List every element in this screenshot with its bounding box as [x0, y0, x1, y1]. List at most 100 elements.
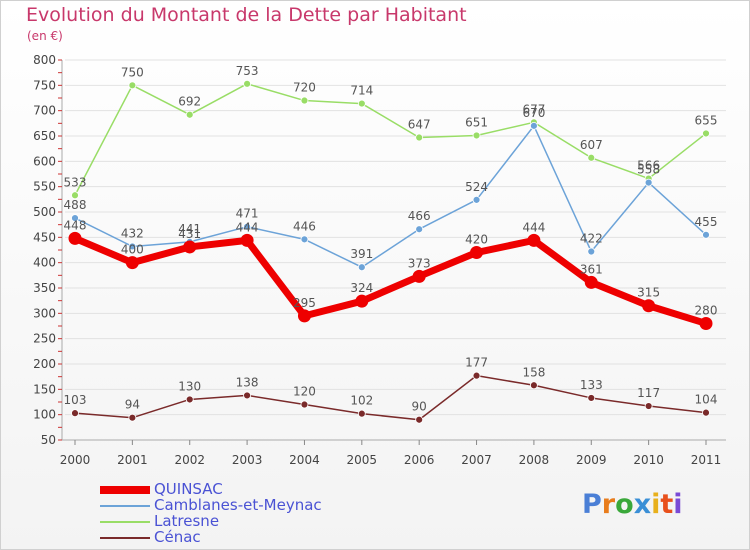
data-point-camblanes-et-meynac: [415, 225, 424, 234]
data-point-latresne: [357, 99, 366, 108]
legend-label: Latresne: [154, 512, 220, 530]
x-tick-label: 2011: [691, 453, 722, 467]
x-tick-label: 2008: [519, 453, 550, 467]
x-tick-label: 2002: [174, 453, 205, 467]
data-label-c-nac: 130: [178, 379, 201, 393]
legend-swatch: [100, 537, 150, 539]
series-line-c-nac: [74, 374, 707, 421]
y-tick-label: 450: [33, 230, 56, 244]
data-point-latresne: [472, 131, 481, 140]
data-label-quinsac: 420: [465, 233, 488, 247]
data-label-camblanes-et-meynac: 466: [408, 209, 431, 223]
data-point-camblanes-et-meynac: [243, 222, 251, 231]
data-point-camblanes-et-meynac: [530, 121, 538, 130]
x-tick-label: 2000: [60, 453, 91, 467]
x-tick-label: 2007: [461, 453, 492, 467]
chart-title: Evolution du Montant de la Dette par Hab…: [26, 4, 467, 26]
data-point-c-nac: [243, 391, 251, 400]
data-point-latresne: [71, 191, 79, 200]
series-line-latresne: [74, 83, 707, 197]
data-point-quinsac: [297, 309, 311, 323]
data-label-quinsac: 280: [695, 303, 718, 317]
data-point-c-nac: [128, 413, 137, 422]
data-point-latresne: [587, 153, 596, 162]
data-label-c-nac: 158: [522, 365, 545, 379]
data-point-camblanes-et-meynac: [702, 230, 710, 239]
x-tick-label: 2001: [117, 453, 148, 467]
data-label-c-nac: 104: [695, 393, 718, 407]
data-label-quinsac: 295: [293, 296, 316, 310]
data-point-camblanes-et-meynac: [472, 195, 481, 204]
data-label-c-nac: 177: [465, 356, 488, 370]
data-point-latresne: [128, 81, 137, 90]
data-point-camblanes-et-meynac: [71, 214, 79, 222]
data-point-quinsac: [527, 233, 541, 247]
x-tick-label: 2005: [347, 453, 378, 467]
data-label-camblanes-et-meynac: 558: [637, 163, 660, 177]
data-label-camblanes-et-meynac: 455: [695, 215, 718, 229]
line-chart: 50 100 150 200 250 300 350 400 450 500 550 600 650 70…: [33, 53, 726, 467]
data-label-latresne: 655: [695, 113, 718, 127]
proxiti-logo: Proxiti: [582, 489, 683, 520]
y-tick-label: 150: [33, 382, 56, 396]
data-point-quinsac: [125, 256, 139, 270]
data-label-quinsac: 431: [178, 227, 201, 241]
data-label-c-nac: 102: [350, 394, 373, 408]
data-point-quinsac: [355, 294, 369, 308]
data-label-quinsac: 361: [580, 262, 603, 276]
y-tick-label: 700: [33, 104, 56, 118]
data-label-c-nac: 138: [236, 375, 259, 389]
y-tick-label: 300: [33, 306, 56, 320]
data-point-quinsac: [183, 240, 197, 254]
data-label-quinsac: 448: [64, 218, 87, 232]
y-tick-label: 750: [33, 78, 56, 92]
y-tick-label: 350: [33, 281, 56, 295]
data-point-quinsac: [642, 299, 656, 313]
data-label-camblanes-et-meynac: 524: [465, 180, 488, 194]
data-point-c-nac: [587, 394, 596, 402]
data-label-camblanes-et-meynac: 432: [121, 226, 144, 240]
y-tick-label: 550: [33, 180, 56, 194]
data-point-latresne: [702, 129, 710, 138]
data-label-c-nac: 117: [637, 386, 660, 400]
logo-letter: P: [582, 489, 602, 520]
y-tick-label: 200: [33, 357, 56, 371]
data-point-c-nac: [357, 409, 366, 418]
logo-letter: t: [660, 489, 674, 520]
data-point-camblanes-et-meynac: [644, 178, 653, 187]
x-tick-label: 2010: [633, 453, 664, 467]
data-label-camblanes-et-meynac: 446: [293, 219, 316, 233]
data-point-c-nac: [472, 371, 481, 380]
data-point-latresne: [300, 96, 309, 105]
data-label-latresne: 750: [121, 65, 144, 79]
series-line-camblanes-et-meynac: [74, 125, 707, 268]
x-tick-label: 2009: [576, 453, 607, 467]
data-point-quinsac: [699, 316, 713, 330]
data-label-latresne: 647: [408, 118, 431, 132]
data-label-c-nac: 103: [64, 393, 87, 407]
y-tick-label: 250: [33, 332, 56, 346]
legend-label: QUINSAC: [154, 480, 223, 498]
data-label-latresne: 566: [637, 159, 660, 173]
data-point-latresne: [185, 110, 194, 119]
data-point-c-nac: [702, 408, 710, 417]
data-point-quinsac: [68, 231, 82, 245]
data-label-latresne: 714: [350, 84, 373, 98]
data-point-c-nac: [185, 395, 194, 404]
data-point-camblanes-et-meynac: [357, 263, 366, 272]
series-line-quinsac: [71, 234, 710, 327]
data-label-quinsac: 324: [350, 281, 373, 295]
x-tick-label: 2003: [232, 453, 263, 467]
logo-letter: r: [601, 489, 616, 520]
data-label-latresne: 677: [522, 102, 545, 116]
data-point-quinsac: [412, 269, 426, 283]
y-tick-label: 800: [33, 53, 56, 67]
data-label-quinsac: 444: [236, 220, 259, 234]
legend-swatch: [100, 505, 150, 507]
data-point-quinsac: [584, 275, 598, 289]
data-point-c-nac: [71, 409, 79, 418]
data-point-c-nac: [530, 381, 538, 390]
legend-label: Camblanes-et-Meynac: [154, 496, 322, 514]
legend-label: Cénac: [154, 528, 201, 546]
